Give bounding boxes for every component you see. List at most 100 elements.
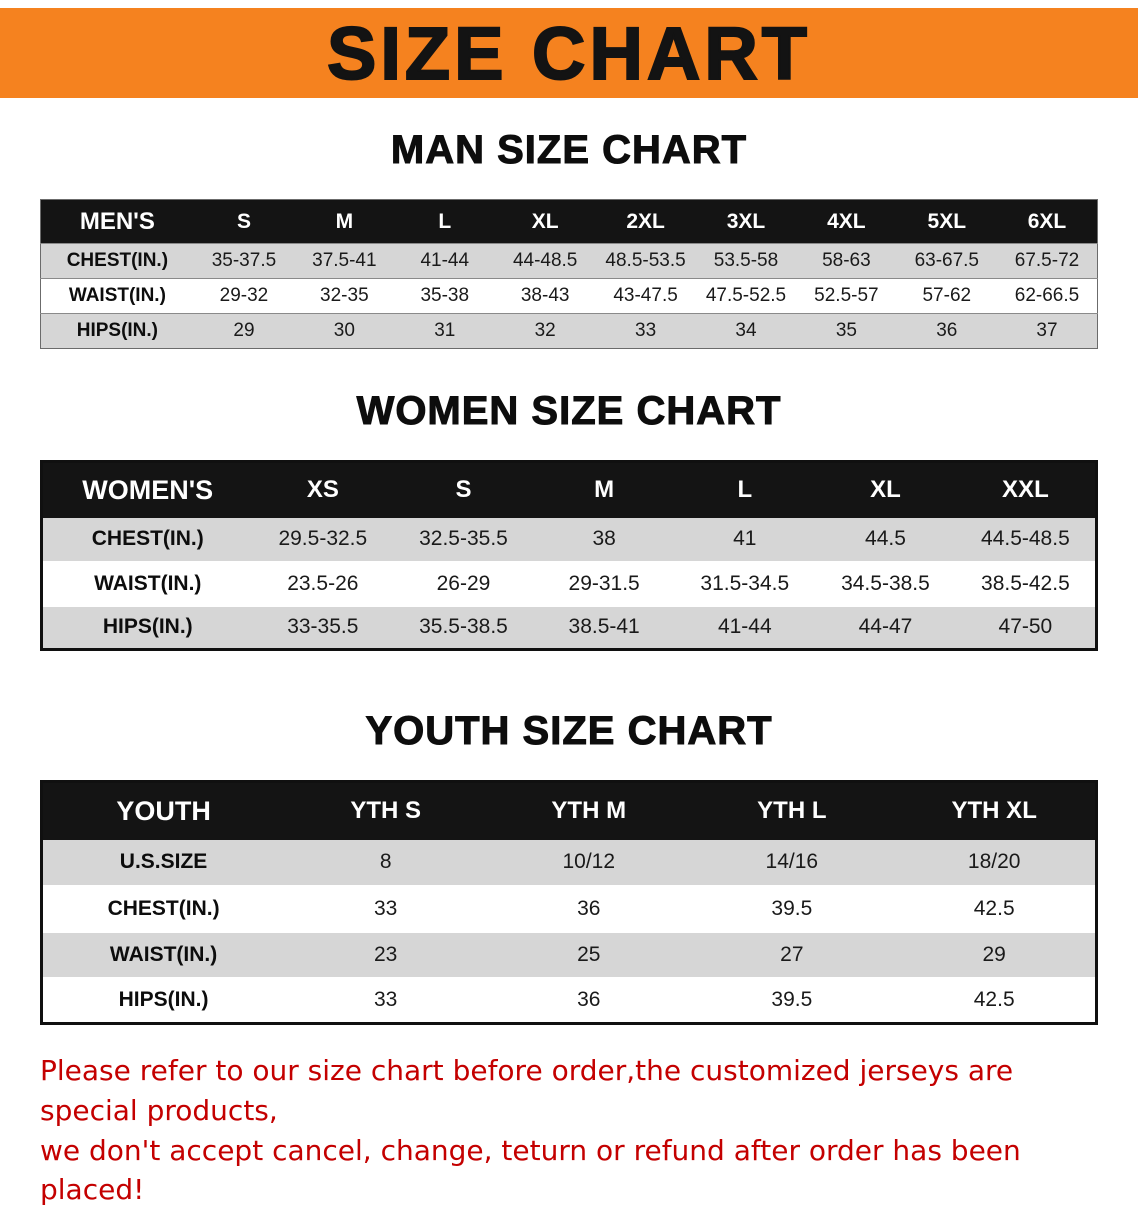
- measurement-value-cell: 38-43: [495, 279, 595, 314]
- measurement-value-cell: 53.5-58: [696, 244, 796, 279]
- measurement-value-cell: 58-63: [796, 244, 896, 279]
- women-size-column-header: XXL: [956, 462, 1097, 518]
- measurement-value-cell: 27: [690, 932, 893, 978]
- measurement-value-cell: 41-44: [395, 244, 495, 279]
- measurement-value-cell: 33-35.5: [253, 606, 394, 650]
- measurement-label-cell: HIPS(IN.): [41, 314, 194, 349]
- men-size-column-header: 2XL: [595, 200, 695, 244]
- men-size-column-header: S: [194, 200, 294, 244]
- youth-size-column-header: YTH XL: [893, 782, 1096, 840]
- men-size-column-header: 4XL: [796, 200, 896, 244]
- measurement-value-cell: 57-62: [897, 279, 997, 314]
- measurement-label-cell: CHEST(IN.): [42, 518, 253, 562]
- measurement-value-cell: 39.5: [690, 978, 893, 1024]
- measurement-value-cell: 36: [487, 978, 690, 1024]
- size-chart-banner: SIZE CHART: [0, 8, 1138, 98]
- measurement-value-cell: 39.5: [690, 886, 893, 932]
- measurement-value-cell: 14/16: [690, 840, 893, 886]
- measurement-value-cell: 31: [395, 314, 495, 349]
- disclaimer-text: Please refer to our size chart before or…: [40, 1051, 1108, 1210]
- measurement-value-cell: 42.5: [893, 978, 1096, 1024]
- men-size-column-header: 3XL: [696, 200, 796, 244]
- measurement-value-cell: 23: [284, 932, 487, 978]
- women-size-column-header: L: [674, 462, 815, 518]
- measurement-value-cell: 47-50: [956, 606, 1097, 650]
- measurement-value-cell: 63-67.5: [897, 244, 997, 279]
- women-section-heading: WOMEN SIZE CHART: [0, 389, 1138, 434]
- youth-section-heading: YOUTH SIZE CHART: [0, 709, 1138, 754]
- measurement-value-cell: 33: [284, 886, 487, 932]
- measurement-value-cell: 44.5: [815, 518, 956, 562]
- men-size-column-header: XL: [495, 200, 595, 244]
- measurement-value-cell: 43-47.5: [595, 279, 695, 314]
- measurement-value-cell: 23.5-26: [253, 562, 394, 606]
- women-table-title: WOMEN'S: [42, 462, 253, 518]
- measurement-value-cell: 29.5-32.5: [253, 518, 394, 562]
- measurement-value-cell: 35-37.5: [194, 244, 294, 279]
- women-size-column-header: XL: [815, 462, 956, 518]
- measurement-value-cell: 36: [897, 314, 997, 349]
- measurement-value-cell: 8: [284, 840, 487, 886]
- measurement-value-cell: 10/12: [487, 840, 690, 886]
- measurement-value-cell: 33: [595, 314, 695, 349]
- measurement-label-cell: HIPS(IN.): [42, 606, 253, 650]
- measurement-label-cell: U.S.SIZE: [42, 840, 285, 886]
- measurement-value-cell: 18/20: [893, 840, 1096, 886]
- measurement-value-cell: 37: [997, 314, 1098, 349]
- measurement-value-cell: 34.5-38.5: [815, 562, 956, 606]
- disclaimer-line-1: Please refer to our size chart before or…: [40, 1051, 1108, 1131]
- disclaimer-line-2: we don't accept cancel, change, teturn o…: [40, 1131, 1108, 1210]
- men-section-heading: MAN SIZE CHART: [0, 128, 1138, 173]
- women-size-column-header: S: [393, 462, 534, 518]
- measurement-value-cell: 52.5-57: [796, 279, 896, 314]
- measurement-value-cell: 25: [487, 932, 690, 978]
- measurement-label-cell: WAIST(IN.): [41, 279, 194, 314]
- measurement-value-cell: 29: [194, 314, 294, 349]
- measurement-value-cell: 47.5-52.5: [696, 279, 796, 314]
- measurement-value-cell: 37.5-41: [294, 244, 394, 279]
- men-size-column-header: 5XL: [897, 200, 997, 244]
- measurement-value-cell: 41-44: [674, 606, 815, 650]
- measurement-value-cell: 32.5-35.5: [393, 518, 534, 562]
- measurement-value-cell: 34: [696, 314, 796, 349]
- measurement-label-cell: CHEST(IN.): [42, 886, 285, 932]
- measurement-value-cell: 48.5-53.5: [595, 244, 695, 279]
- measurement-value-cell: 44-48.5: [495, 244, 595, 279]
- youth-size-column-header: YTH L: [690, 782, 893, 840]
- measurement-label-cell: HIPS(IN.): [42, 978, 285, 1024]
- measurement-value-cell: 29-32: [194, 279, 294, 314]
- men-size-column-header: L: [395, 200, 495, 244]
- measurement-value-cell: 35.5-38.5: [393, 606, 534, 650]
- youth-table-title: YOUTH: [42, 782, 285, 840]
- measurement-value-cell: 29: [893, 932, 1096, 978]
- measurement-value-cell: 32-35: [294, 279, 394, 314]
- measurement-value-cell: 67.5-72: [997, 244, 1098, 279]
- measurement-label-cell: WAIST(IN.): [42, 932, 285, 978]
- measurement-value-cell: 31.5-34.5: [674, 562, 815, 606]
- measurement-value-cell: 42.5: [893, 886, 1096, 932]
- measurement-value-cell: 35-38: [395, 279, 495, 314]
- men-table-title: MEN'S: [41, 200, 194, 244]
- measurement-value-cell: 29-31.5: [534, 562, 675, 606]
- men-size-column-header: 6XL: [997, 200, 1098, 244]
- measurement-value-cell: 44-47: [815, 606, 956, 650]
- measurement-value-cell: 38: [534, 518, 675, 562]
